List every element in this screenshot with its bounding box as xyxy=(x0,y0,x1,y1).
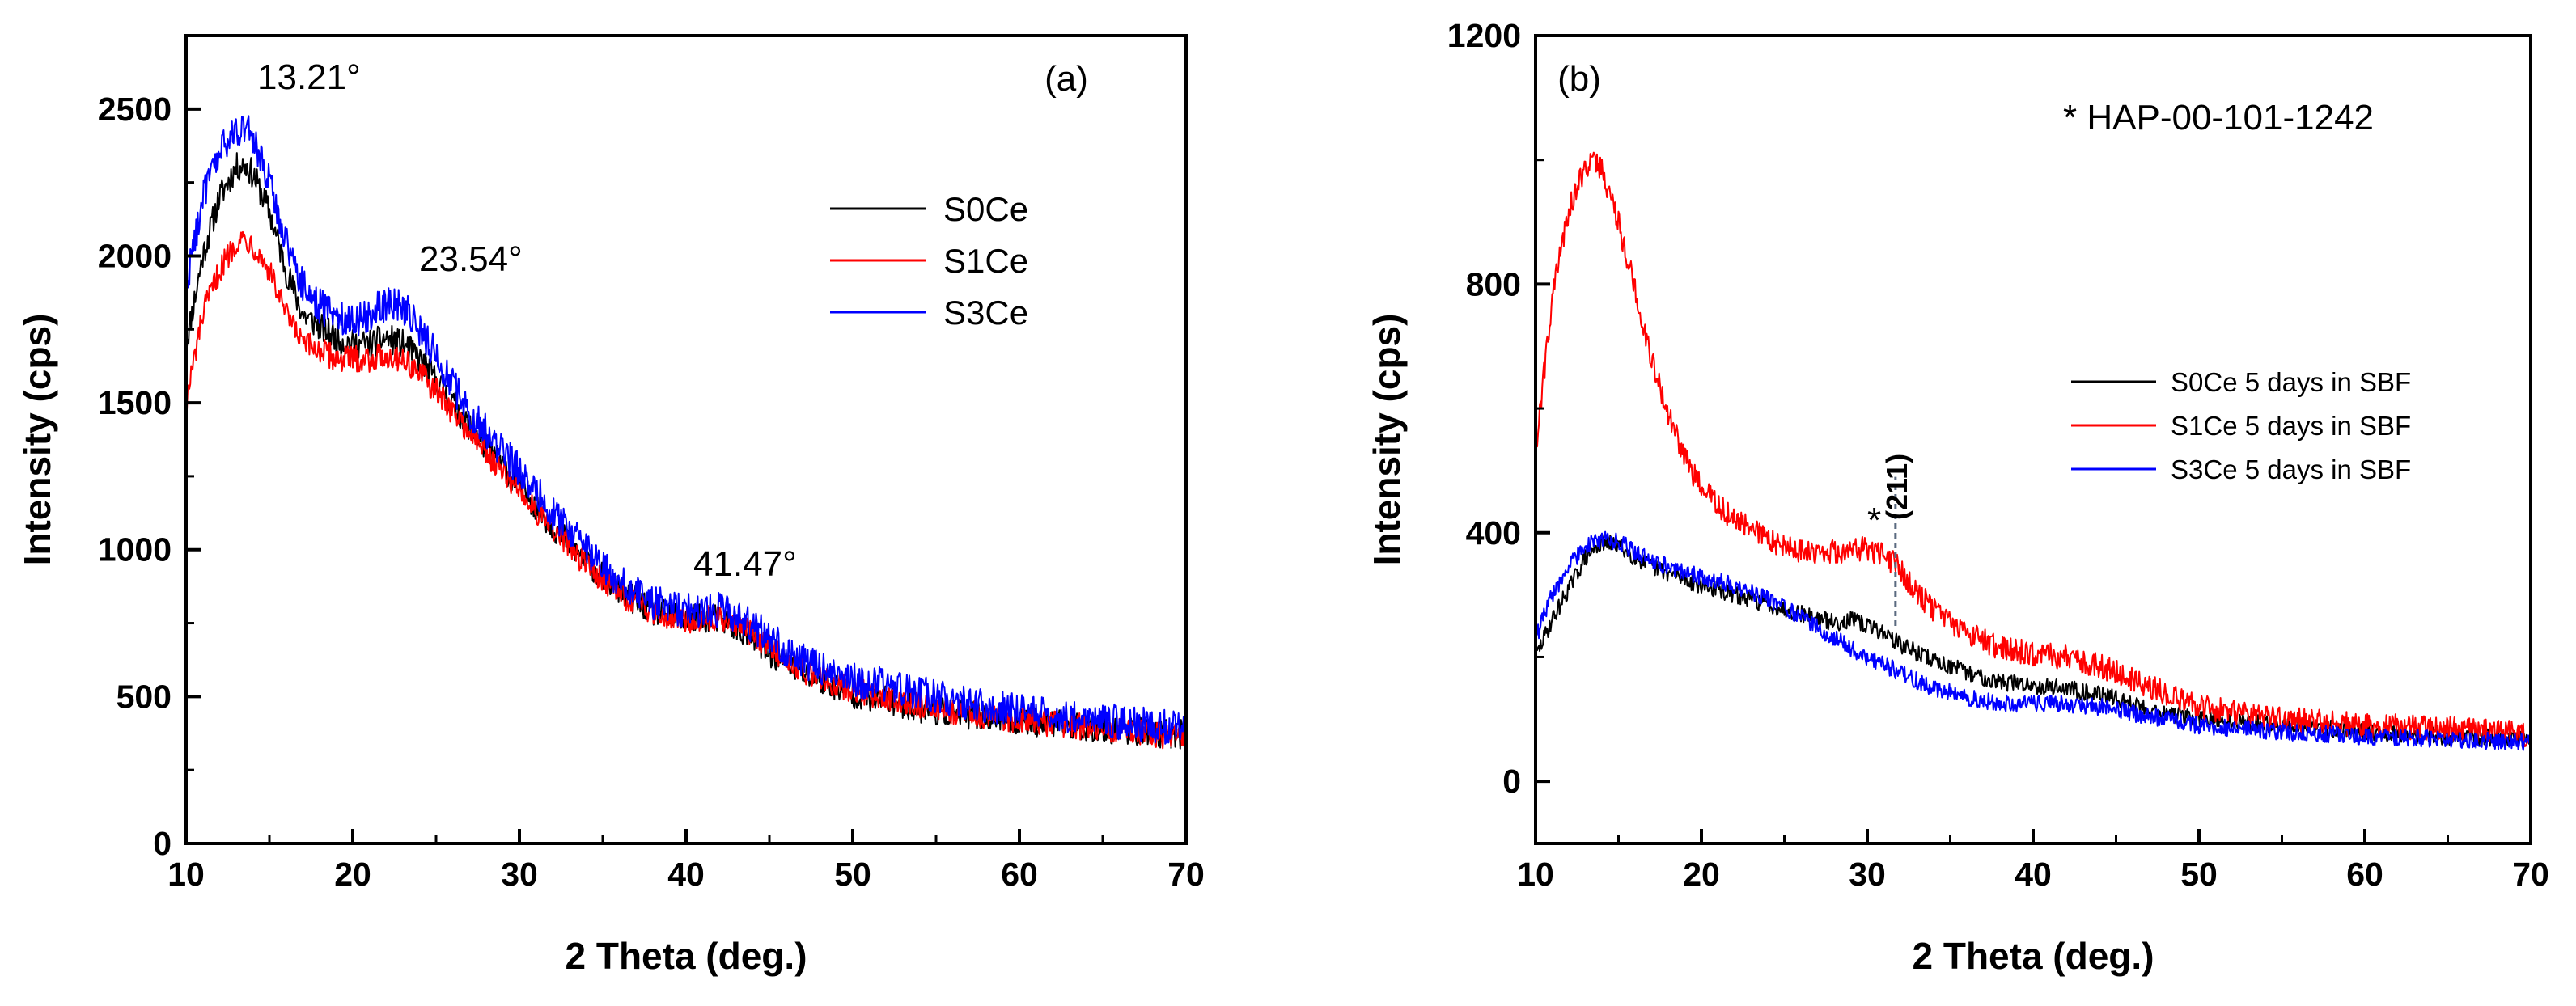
x-axis-title: 2 Theta (deg.) xyxy=(1912,935,2154,977)
x-tick-label: 60 xyxy=(1001,856,1038,893)
x-tick-label: 60 xyxy=(2346,856,2383,893)
y-tick-label: 0 xyxy=(153,825,172,862)
series-line-s0ce-5-days-in-sbf xyxy=(1535,533,2532,747)
peak-annotation: 41.47° xyxy=(693,544,797,584)
legend-label: S0Ce 5 days in SBF xyxy=(2171,367,2411,397)
y-tick-label: 800 xyxy=(1466,265,1521,302)
peak-annotation-211: (211) xyxy=(1880,454,1913,520)
x-tick-label: 10 xyxy=(167,856,205,893)
legend-label: S0Ce xyxy=(943,190,1028,228)
series-line-s1ce-5-days-in-sbf xyxy=(1535,151,2532,747)
x-tick-label: 70 xyxy=(1167,856,1205,893)
x-tick-label: 50 xyxy=(2180,856,2218,893)
legend-b: S0Ce 5 days in SBF S1Ce 5 days in SBF S3Ce… xyxy=(2071,367,2411,484)
x-tick-label: 20 xyxy=(1683,856,1720,893)
peak-annotation: 13.21° xyxy=(257,57,361,97)
y-axis-title: Intensity (cps) xyxy=(1366,314,1408,566)
y-tick-label: 1000 xyxy=(98,531,172,569)
y-tick-label: 400 xyxy=(1466,514,1521,552)
y-tick-label: 2500 xyxy=(98,91,172,128)
y-tick-label: 1200 xyxy=(1447,17,1521,54)
panel-label: (a) xyxy=(1044,59,1088,99)
series-line-s0ce xyxy=(185,152,1187,750)
x-tick-label: 30 xyxy=(501,856,538,893)
y-tick-label: 2000 xyxy=(98,237,172,274)
chart-panel-b: 10 20 30 40 50 60 70 0 400 800 1200 2 Theta (deg.) I… xyxy=(1366,17,2549,977)
x-tick-label: 50 xyxy=(834,856,871,893)
x-tick-label: 40 xyxy=(667,856,705,893)
x-tick-label: 30 xyxy=(1849,856,1886,893)
series-line-s1ce xyxy=(185,230,1187,750)
x-tick-label: 20 xyxy=(334,856,371,893)
y-axis-title: Intensity (cps) xyxy=(16,314,58,566)
x-tick-label: 40 xyxy=(2015,856,2052,893)
peak-annotation: 23.54° xyxy=(419,239,523,279)
x-tick-label: 70 xyxy=(2512,856,2549,893)
panel-label: (b) xyxy=(1557,59,1601,99)
reference-hap-label: * HAP-00-101-1242 xyxy=(2063,98,2374,137)
series-line-s3ce xyxy=(185,115,1187,745)
x-tick-label: 10 xyxy=(1517,856,1554,893)
y-tick-label: 0 xyxy=(1502,763,1521,800)
legend-label: S1Ce xyxy=(943,242,1028,280)
legend-a: S0Ce S1Ce S3Ce xyxy=(830,190,1028,332)
series-line-s3ce-5-days-in-sbf xyxy=(1535,530,2532,751)
legend-label: S3Ce xyxy=(943,294,1028,332)
legend-label: S1Ce 5 days in SBF xyxy=(2171,411,2411,441)
y-tick-label: 500 xyxy=(117,678,172,715)
y-tick-label: 1500 xyxy=(98,384,172,421)
peak-annotation: * xyxy=(1867,501,1881,540)
legend-label: S3Ce 5 days in SBF xyxy=(2171,454,2411,484)
chart-panel-a: 10 20 30 40 50 60 70 0 500 1000 1500 2000 2500 2 Thet… xyxy=(16,34,1205,977)
x-axis-title: 2 Theta (deg.) xyxy=(565,935,807,977)
